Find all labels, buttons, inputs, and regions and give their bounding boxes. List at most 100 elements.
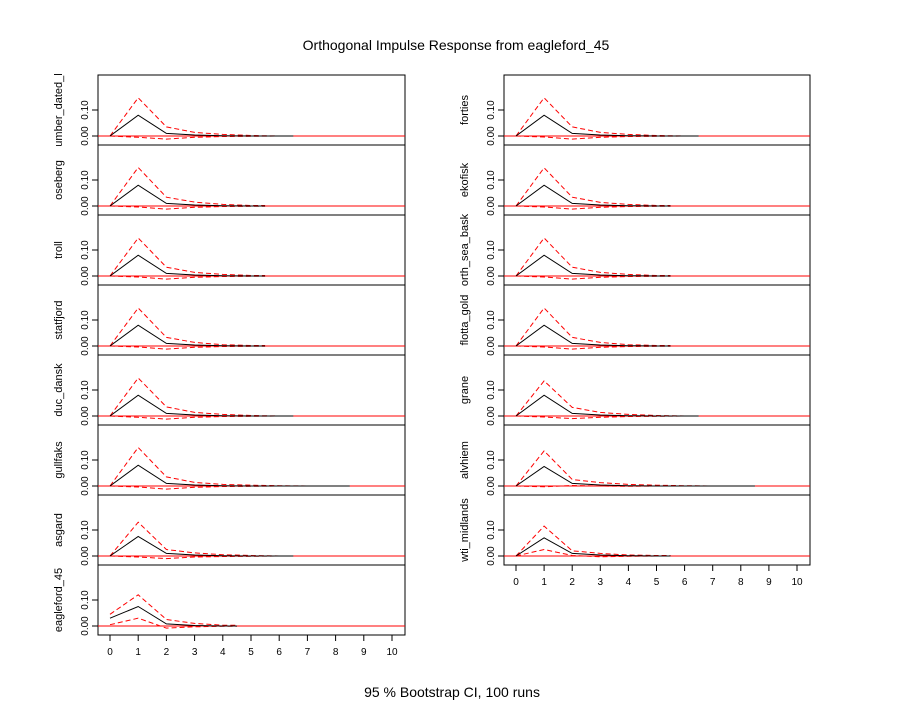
y-tick-label: 0.10 [80,310,91,330]
panel-frame [503,214,811,286]
y-tick-label: 0.10 [486,100,497,120]
y-tick-label: 0.10 [80,240,91,260]
x-tick-label: 3 [598,577,604,588]
response-line [515,254,671,277]
panel-troll: 0.00 0.10 troll [53,214,406,286]
x-axis-left: 0 1 2 3 4 5 6 7 8 9 10 [107,634,398,658]
y-tick-label: 0.00 [486,476,497,496]
ci-upper-line [109,594,237,626]
ci-upper-line [109,521,294,557]
x-tick-label: 6 [682,577,688,588]
response-line [109,184,266,207]
response-line [515,537,671,557]
x-tick-label: 7 [305,647,311,658]
response-line [515,394,699,417]
x-tick-label: 6 [276,647,282,658]
panel-frame [503,494,811,566]
response-line [109,464,350,487]
y-tick-label: 0.00 [80,476,91,496]
series-label: alvhiem [459,441,471,479]
x-tick-label: 9 [361,647,367,658]
y-tick-label: 0.10 [486,240,497,260]
y-tick-label: 0.10 [80,450,91,470]
panel-asgard: 0.00 0.10 asgard [53,494,406,566]
panel-grane: 0.00 0.10 grane [459,354,811,426]
ci-lower-line [109,205,266,210]
panel-frame [97,284,406,356]
ci-upper-line [109,307,266,347]
x-tick-label: 1 [541,577,547,588]
x-tick-label: 3 [192,647,198,658]
ci-upper-line [515,380,699,417]
response-line [109,535,294,557]
y-tick-label: 0.00 [80,266,91,286]
panel-gullfaks: 0.00 0.10 gullfaks [53,424,406,496]
series-label: asgard [53,513,65,547]
y-tick-label: 0.00 [80,196,91,216]
y-tick-label: 0.10 [80,100,91,120]
panel-frame [97,424,406,496]
y-tick-label: 0.00 [80,126,91,146]
x-tick-label: 4 [220,647,226,658]
series-label: orth_sea_bask [459,213,471,286]
panel-frame [503,354,811,426]
x-tick-label: 10 [791,577,803,588]
ci-upper-line [109,166,266,207]
ci-upper-line [515,167,671,207]
chart-title: Orthogonal Impulse Response from eaglefo… [303,37,610,53]
x-axis-right: 0 1 2 3 4 5 6 7 8 9 10 [513,564,803,588]
ci-lower-line [109,617,237,629]
panel-oseberg: 0.00 0.10 oseberg [53,144,406,216]
response-line [515,465,755,487]
x-tick-label: 9 [766,577,772,588]
series-label: forties [459,95,471,125]
series-label: umber_dated_l [53,73,65,146]
panel-forties: 0.00 0.10 forties [459,74,811,146]
panel-statfjord: 0.00 0.10 statfjord [53,284,406,356]
ci-upper-line [515,450,755,487]
y-tick-label: 0.00 [80,546,91,566]
x-tick-label: 5 [654,577,660,588]
series-label: wti_midlands [459,498,471,563]
x-tick-label: 10 [386,647,398,658]
y-tick-label: 0.10 [80,590,91,610]
y-tick-label: 0.10 [80,170,91,190]
series-label: duc_dansk [53,363,65,417]
ci-upper-line [109,446,350,487]
y-tick-label: 0.10 [486,520,497,540]
y-tick-label: 0.00 [486,406,497,426]
y-tick-label: 0.10 [486,380,497,400]
y-tick-label: 0.10 [486,170,497,190]
x-tick-label: 5 [248,647,254,658]
x-tick-label: 4 [626,577,632,588]
panel-alvhiem: 0.00 0.10 alvhiem [459,424,811,496]
series-label: ekofisk [459,162,471,197]
ci-upper-line [109,97,294,137]
panel-frame [97,74,406,146]
panel-ekofisk: 0.00 0.10 ekofisk [459,144,811,216]
series-label: troll [53,241,65,259]
panel-frame [503,144,811,216]
panel-frame [503,284,811,356]
ci-upper-line [515,307,671,347]
x-tick-label: 8 [738,577,744,588]
ci-upper-line [515,237,671,277]
panel-flotta-gold: 0.00 0.10 flotta_gold [459,284,811,356]
response-line [109,114,294,137]
response-line [109,394,294,417]
response-line [109,254,266,277]
y-tick-label: 0.00 [486,336,497,356]
ci-lower-line [515,548,671,558]
panels: 0.000.10umber_dated_l0.000.10oseberg0.00… [53,73,811,636]
x-tick-label: 0 [513,577,519,588]
panel-duc-dansk: 0.00 0.10 duc_dansk [53,354,406,426]
panel-umber-dated-l: 0.00 0.10 umber_dated_l [53,73,406,147]
series-label: eagleford_45 [53,568,65,632]
response-line [109,324,266,347]
series-label: grane [459,376,471,404]
y-tick-label: 0.10 [80,380,91,400]
y-tick-label: 0.00 [80,406,91,426]
y-tick-label: 0.10 [80,520,91,540]
panel-frame [97,144,406,216]
